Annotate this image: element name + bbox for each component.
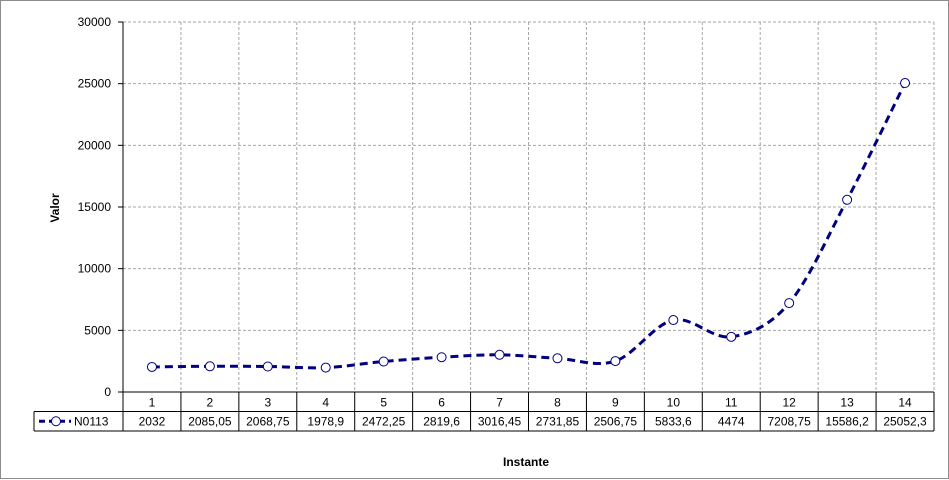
data-value-label: 4474: [718, 414, 745, 428]
x-category-label: 1: [149, 396, 156, 410]
data-point: [204, 361, 215, 372]
x-category-label: 3: [264, 396, 271, 410]
y-tick-label: 10000: [78, 262, 112, 276]
x-category-label: 14: [898, 396, 912, 410]
x-category-label: 4: [322, 396, 329, 410]
x-category-label: 10: [667, 396, 681, 410]
data-value-label: 2085,05: [188, 414, 232, 428]
x-category-label: 7: [496, 396, 503, 410]
data-value-label: 2819,6: [423, 414, 460, 428]
data-value-label: 2731,85: [536, 414, 580, 428]
data-value-label: 7208,75: [767, 414, 811, 428]
y-tick-label: 0: [104, 385, 111, 399]
data-value-label: 2068,75: [246, 414, 290, 428]
data-point: [552, 353, 563, 364]
grid: [123, 21, 935, 392]
x-category-label: 8: [554, 396, 561, 410]
data-point: [726, 331, 737, 342]
data-point: [494, 349, 505, 360]
data-point: [320, 362, 331, 373]
data-point: [784, 298, 795, 309]
data-value-label: 2506,75: [594, 414, 638, 428]
data-value-label: 1978,9: [307, 414, 344, 428]
data-point: [436, 352, 447, 363]
y-tick-label: 5000: [84, 323, 111, 337]
x-category-label: 9: [612, 396, 619, 410]
data-point: [378, 356, 389, 367]
legend-series-name: N0113: [74, 414, 109, 428]
y-axis-title: Valor: [48, 193, 62, 223]
y-tick-label: 15000: [78, 200, 112, 214]
data-point: [900, 78, 911, 89]
x-category-label: 13: [840, 396, 854, 410]
data-point: [262, 361, 273, 372]
y-tick-label: 30000: [78, 15, 112, 29]
data-value-label: 2472,25: [362, 414, 406, 428]
data-value-label: 5833,6: [655, 414, 692, 428]
data-value-label: 15586,2: [825, 414, 869, 428]
data-point: [668, 315, 679, 326]
data-point: [610, 356, 621, 367]
y-tick-label: 20000: [78, 138, 112, 152]
data-value-label: 25052,3: [883, 414, 927, 428]
legend-marker-key: [51, 416, 61, 427]
x-category-label: 12: [782, 396, 796, 410]
x-axis-title: Instante: [503, 455, 549, 469]
data-value-label: 2032: [139, 414, 166, 428]
data-value-label: 3016,45: [478, 414, 522, 428]
series-line: [151, 82, 907, 370]
y-tick-labels: 0 5000 10000 15000 20000 25000 30000: [78, 15, 112, 399]
x-category-label: 2: [207, 396, 214, 410]
series-layer: [146, 78, 911, 373]
data-point: [842, 194, 853, 205]
x-category-label: 11: [725, 396, 738, 410]
y-tick-label: 25000: [78, 77, 112, 91]
data-point: [146, 361, 157, 372]
x-category-label: 5: [380, 396, 387, 410]
x-category-label: 6: [438, 396, 445, 410]
